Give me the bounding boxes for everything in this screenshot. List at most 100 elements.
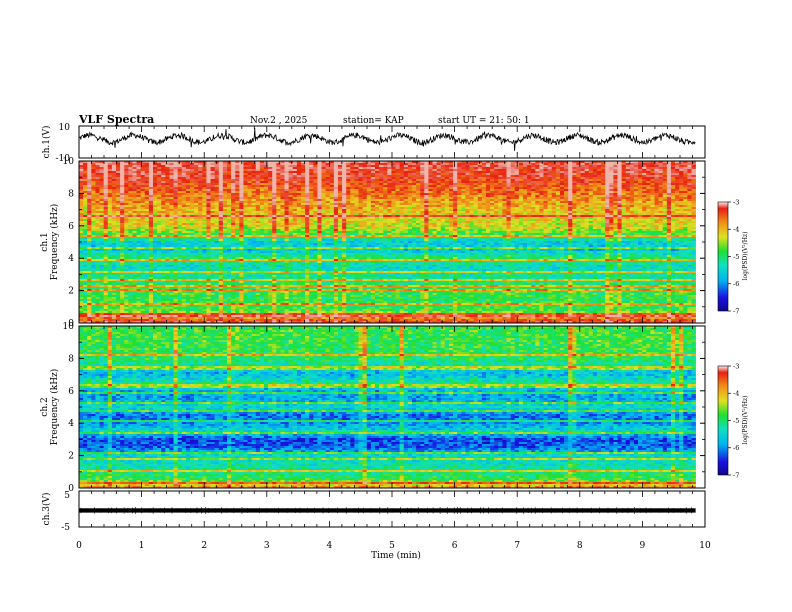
spectrogram-cell: [210, 201, 215, 204]
spectrogram-cell: [440, 181, 446, 184]
spectrogram-cell: [543, 207, 548, 210]
spectrogram-cell: [642, 169, 647, 172]
spectrogram-cell: [633, 183, 639, 186]
spectrogram-cell: [494, 165, 499, 168]
spectrogram-cell: [592, 223, 598, 226]
spectrogram-cell: [399, 201, 405, 204]
spectrogram-cell: [440, 163, 446, 166]
spectrogram-cell: [272, 173, 277, 176]
spectrogram-cell: [354, 177, 359, 180]
spectrogram-cell: [432, 211, 437, 214]
spectrogram-cell: [514, 217, 520, 220]
spectrogram-cell: [522, 165, 528, 168]
spectrogram-cell: [407, 173, 413, 176]
spectrogram-cell: [342, 201, 347, 204]
spectrogram-cell: [428, 175, 433, 178]
spectrogram-cell: [568, 183, 573, 186]
spectrogram-cell: [547, 195, 553, 198]
spectrogram-cell: [428, 215, 433, 218]
spectrogram-cell: [321, 205, 326, 208]
spectrogram-cell: [432, 165, 437, 168]
spectrogram-cell: [210, 175, 215, 178]
spectrogram-cell: [670, 219, 676, 222]
spectrogram-cell: [317, 181, 322, 184]
spectrogram-cell: [321, 213, 326, 216]
spectrogram-cell: [629, 191, 635, 194]
spectrogram-cell: [629, 217, 635, 220]
spectrogram-cell: [198, 177, 203, 180]
spectrogram-cell: [346, 219, 351, 222]
spectrogram-cell: [247, 215, 252, 218]
spectrogram-cell: [292, 205, 298, 208]
spectrogram-cell: [140, 161, 146, 164]
spectrogram-cell: [358, 163, 363, 166]
spectrogram-cell: [436, 217, 442, 220]
spectrogram-cell: [485, 165, 491, 168]
spectrogram-cell: [189, 167, 195, 170]
spectrogram-cell: [272, 175, 277, 178]
spectrogram-cell: [189, 183, 195, 186]
spectrogram-cell: [605, 205, 610, 208]
spectrogram-cell: [387, 215, 392, 218]
spectrogram-cell: [691, 175, 696, 178]
spectrogram-cell: [144, 201, 150, 204]
spectrogram-cell: [613, 219, 618, 222]
spectrogram-cell: [231, 205, 236, 208]
spectrogram-cell: [161, 219, 166, 222]
spectrogram-cell: [177, 171, 183, 174]
spectrogram-cell: [411, 225, 417, 228]
spectrogram-cell: [403, 177, 409, 180]
spectrogram-cell: [629, 207, 635, 210]
spectrogram-cell: [679, 189, 684, 192]
spectrogram-cell: [198, 189, 203, 192]
spectrogram-cell: [399, 203, 405, 206]
spectrogram-cell: [465, 161, 470, 164]
spectrogram-cell: [165, 189, 170, 192]
spectrogram-cell: [337, 211, 343, 214]
spectrogram-cell: [259, 187, 265, 190]
spectrogram-cell: [321, 197, 326, 200]
spectrogram-cell: [177, 211, 183, 214]
spectrogram-cell: [350, 183, 355, 186]
spectrogram-cell: [559, 197, 565, 200]
spectrogram-cell: [379, 213, 384, 216]
spectrogram-cell: [465, 197, 470, 200]
spectrogram-cell: [432, 215, 437, 218]
spectrogram-cell: [136, 197, 141, 200]
spectrogram-cell: [181, 203, 187, 206]
spectrogram-cell: [79, 183, 84, 186]
spectrogram-cell: [633, 209, 639, 212]
spectrogram-cell: [91, 185, 96, 188]
spectrogram-cell: [140, 189, 146, 192]
spectrogram-cell: [111, 171, 117, 174]
spectrogram-cell: [169, 205, 174, 208]
spectrogram-cell: [477, 167, 483, 170]
spectrogram-cell: [494, 189, 499, 192]
spectrogram-cell: [148, 227, 154, 230]
spectrogram-cell: [485, 195, 491, 198]
spectrogram-cell: [675, 215, 680, 218]
spectrogram-cell: [621, 187, 627, 190]
spectrogram-cell: [226, 197, 232, 200]
spectrogram-cell: [588, 199, 594, 202]
spectrogram-cell: [383, 207, 388, 210]
spectrogram-cell: [539, 171, 544, 174]
spectrogram-cell: [564, 205, 569, 208]
spectrogram-cell: [259, 183, 265, 186]
spectrogram-cell: [177, 219, 183, 222]
spectrogram-cell: [605, 195, 610, 198]
spectrogram-cell: [407, 215, 413, 218]
spectrogram-cell: [210, 221, 215, 224]
spectrogram-cell: [218, 179, 224, 182]
spectrogram-cell: [687, 207, 692, 210]
spectrogram-cell: [638, 183, 643, 186]
spectrogram-cell: [568, 185, 573, 188]
spectrogram-cell: [654, 169, 659, 172]
spectrogram-cell: [420, 173, 425, 176]
spectrogram-cell: [362, 211, 368, 214]
spectrogram-cell: [337, 167, 343, 170]
spectrogram-cell: [161, 197, 166, 200]
spectrogram-cell: [198, 171, 203, 174]
spectrogram-cell: [461, 185, 466, 188]
spectrogram-cell: [535, 225, 540, 228]
